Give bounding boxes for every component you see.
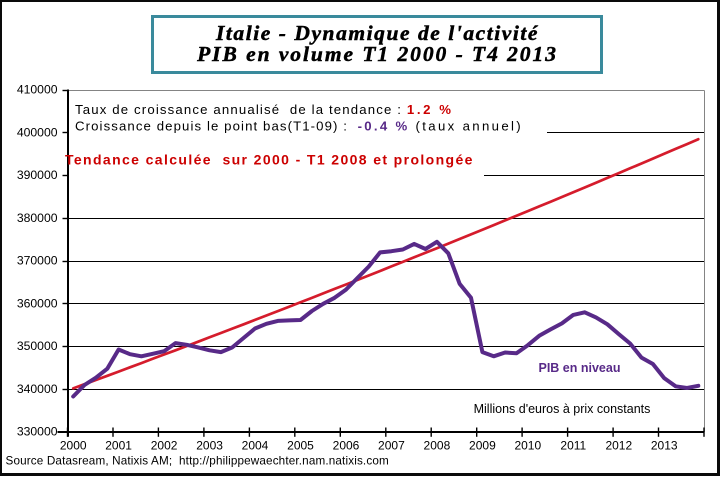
svg-text:2002: 2002 [151,439,178,453]
svg-text:2010: 2010 [514,439,541,453]
svg-text:370000: 370000 [17,254,58,268]
svg-text:2004: 2004 [242,439,269,453]
svg-text:380000: 380000 [17,211,58,225]
svg-text:2006: 2006 [333,439,360,453]
svg-text:410000: 410000 [17,83,58,97]
svg-text:350000: 350000 [17,339,58,353]
svg-text:Tendance calculée sur 2000 -: Tendance calculée sur 2000 - T1 2008 et … [65,152,474,168]
svg-text:340000: 340000 [17,382,58,396]
svg-text:Croissance depuis le point bas: Croissance depuis le point bas(T1-09) : … [75,119,523,134]
svg-text:2003: 2003 [196,439,223,453]
svg-text:360000: 360000 [17,296,58,310]
svg-text:PIB en niveau: PIB en niveau [539,361,621,375]
svg-text:2000: 2000 [60,439,87,453]
svg-text:2012: 2012 [605,439,632,453]
svg-text:400000: 400000 [17,125,58,139]
svg-text:2005: 2005 [287,439,314,453]
svg-text:2011: 2011 [560,439,586,453]
svg-text:2001: 2001 [105,439,132,453]
svg-text:2007: 2007 [378,439,405,453]
svg-text:390000: 390000 [17,168,58,182]
svg-text:Source Datasream, Natixis AM;: Source Datasream, Natixis AM; http://phi… [6,455,389,468]
svg-text:PIB en volume T1 2000 - T4 201: PIB en volume T1 2000 - T4 2013 [196,42,558,66]
svg-text:2008: 2008 [424,439,451,453]
svg-text:Italie - Dynamique de l'activi: Italie - Dynamique de l'activité [215,21,539,45]
svg-text:Taux de croissance annualisé: Taux de croissance annualisé de la tenda… [75,102,454,117]
svg-text:2009: 2009 [469,439,496,453]
svg-text:330000: 330000 [17,425,58,439]
svg-text:2013: 2013 [651,439,678,453]
svg-text:Millions d'euros à prix consta: Millions d'euros à prix constants [474,402,651,416]
